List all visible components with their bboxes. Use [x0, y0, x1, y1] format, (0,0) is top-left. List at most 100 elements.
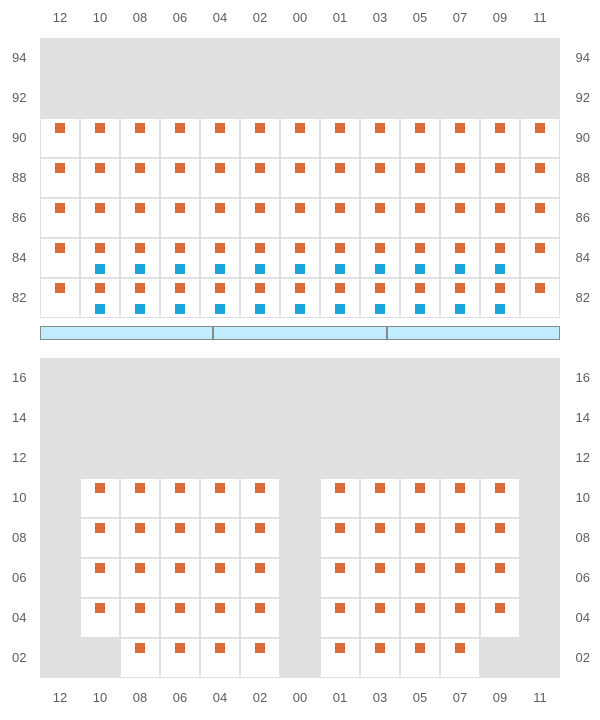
seat-cell[interactable]	[400, 478, 440, 518]
seat-cell[interactable]	[120, 278, 160, 318]
seat-cell[interactable]	[240, 478, 280, 518]
seat-cell[interactable]	[160, 558, 200, 598]
seat-cell[interactable]	[120, 558, 160, 598]
seat-cell[interactable]	[360, 518, 400, 558]
seat-cell[interactable]	[280, 118, 320, 158]
seat-cell[interactable]	[200, 118, 240, 158]
seat-cell[interactable]	[200, 158, 240, 198]
seat-cell[interactable]	[480, 518, 520, 558]
seat-cell[interactable]	[240, 638, 280, 678]
seat-cell[interactable]	[200, 558, 240, 598]
seat-cell[interactable]	[360, 598, 400, 638]
seat-cell[interactable]	[400, 198, 440, 238]
seat-cell[interactable]	[320, 198, 360, 238]
seat-cell[interactable]	[400, 638, 440, 678]
seat-cell[interactable]	[400, 598, 440, 638]
seat-cell[interactable]	[80, 278, 120, 318]
seat-cell[interactable]	[440, 598, 480, 638]
seat-cell[interactable]	[320, 478, 360, 518]
seat-cell[interactable]	[320, 158, 360, 198]
seat-cell[interactable]	[40, 238, 80, 278]
seat-cell[interactable]	[240, 558, 280, 598]
seat-cell[interactable]	[160, 478, 200, 518]
seat-cell[interactable]	[80, 198, 120, 238]
seat-cell[interactable]	[120, 158, 160, 198]
seat-cell[interactable]	[520, 278, 560, 318]
seat-cell[interactable]	[480, 598, 520, 638]
seat-cell[interactable]	[120, 518, 160, 558]
seat-cell[interactable]	[160, 158, 200, 198]
seat-cell[interactable]	[440, 638, 480, 678]
seat-cell[interactable]	[480, 278, 520, 318]
seat-cell[interactable]	[320, 238, 360, 278]
seat-cell[interactable]	[520, 198, 560, 238]
seat-cell[interactable]	[200, 518, 240, 558]
seat-cell[interactable]	[440, 238, 480, 278]
seat-cell[interactable]	[520, 158, 560, 198]
seat-cell[interactable]	[240, 598, 280, 638]
seat-cell[interactable]	[120, 198, 160, 238]
seat-cell[interactable]	[40, 278, 80, 318]
seat-cell[interactable]	[320, 518, 360, 558]
seat-cell[interactable]	[160, 598, 200, 638]
seat-cell[interactable]	[240, 158, 280, 198]
seat-cell[interactable]	[80, 558, 120, 598]
seat-cell[interactable]	[360, 638, 400, 678]
seat-cell[interactable]	[200, 278, 240, 318]
seat-cell[interactable]	[80, 158, 120, 198]
seat-cell[interactable]	[440, 198, 480, 238]
seat-cell[interactable]	[80, 238, 120, 278]
seat-cell[interactable]	[360, 238, 400, 278]
seat-cell[interactable]	[440, 118, 480, 158]
seat-cell[interactable]	[120, 238, 160, 278]
seat-cell[interactable]	[360, 278, 400, 318]
seat-cell[interactable]	[40, 198, 80, 238]
seat-cell[interactable]	[520, 238, 560, 278]
seat-cell[interactable]	[440, 478, 480, 518]
seat-cell[interactable]	[80, 118, 120, 158]
seat-cell[interactable]	[160, 238, 200, 278]
seat-cell[interactable]	[440, 558, 480, 598]
seat-cell[interactable]	[160, 118, 200, 158]
seat-cell[interactable]	[240, 198, 280, 238]
seat-cell[interactable]	[200, 638, 240, 678]
seat-cell[interactable]	[360, 158, 400, 198]
seat-cell[interactable]	[80, 598, 120, 638]
seat-cell[interactable]	[120, 638, 160, 678]
seat-cell[interactable]	[280, 198, 320, 238]
seat-cell[interactable]	[280, 238, 320, 278]
seat-cell[interactable]	[480, 478, 520, 518]
seat-cell[interactable]	[240, 278, 280, 318]
seat-cell[interactable]	[160, 278, 200, 318]
seat-cell[interactable]	[80, 478, 120, 518]
seat-cell[interactable]	[40, 118, 80, 158]
seat-cell[interactable]	[400, 518, 440, 558]
seat-cell[interactable]	[440, 518, 480, 558]
seat-cell[interactable]	[480, 238, 520, 278]
seat-cell[interactable]	[320, 118, 360, 158]
seat-cell[interactable]	[440, 278, 480, 318]
seat-cell[interactable]	[320, 638, 360, 678]
seat-cell[interactable]	[480, 558, 520, 598]
seat-cell[interactable]	[400, 238, 440, 278]
seat-cell[interactable]	[160, 198, 200, 238]
seat-cell[interactable]	[200, 478, 240, 518]
seat-cell[interactable]	[80, 518, 120, 558]
seat-cell[interactable]	[320, 278, 360, 318]
seat-cell[interactable]	[440, 158, 480, 198]
seat-cell[interactable]	[160, 638, 200, 678]
seat-cell[interactable]	[120, 118, 160, 158]
seat-cell[interactable]	[240, 118, 280, 158]
seat-cell[interactable]	[400, 118, 440, 158]
seat-cell[interactable]	[480, 158, 520, 198]
seat-cell[interactable]	[360, 478, 400, 518]
seat-cell[interactable]	[400, 278, 440, 318]
seat-cell[interactable]	[320, 558, 360, 598]
seat-cell[interactable]	[360, 558, 400, 598]
seat-cell[interactable]	[200, 598, 240, 638]
seat-cell[interactable]	[480, 198, 520, 238]
seat-cell[interactable]	[400, 558, 440, 598]
seat-cell[interactable]	[240, 238, 280, 278]
seat-cell[interactable]	[200, 238, 240, 278]
seat-cell[interactable]	[320, 598, 360, 638]
